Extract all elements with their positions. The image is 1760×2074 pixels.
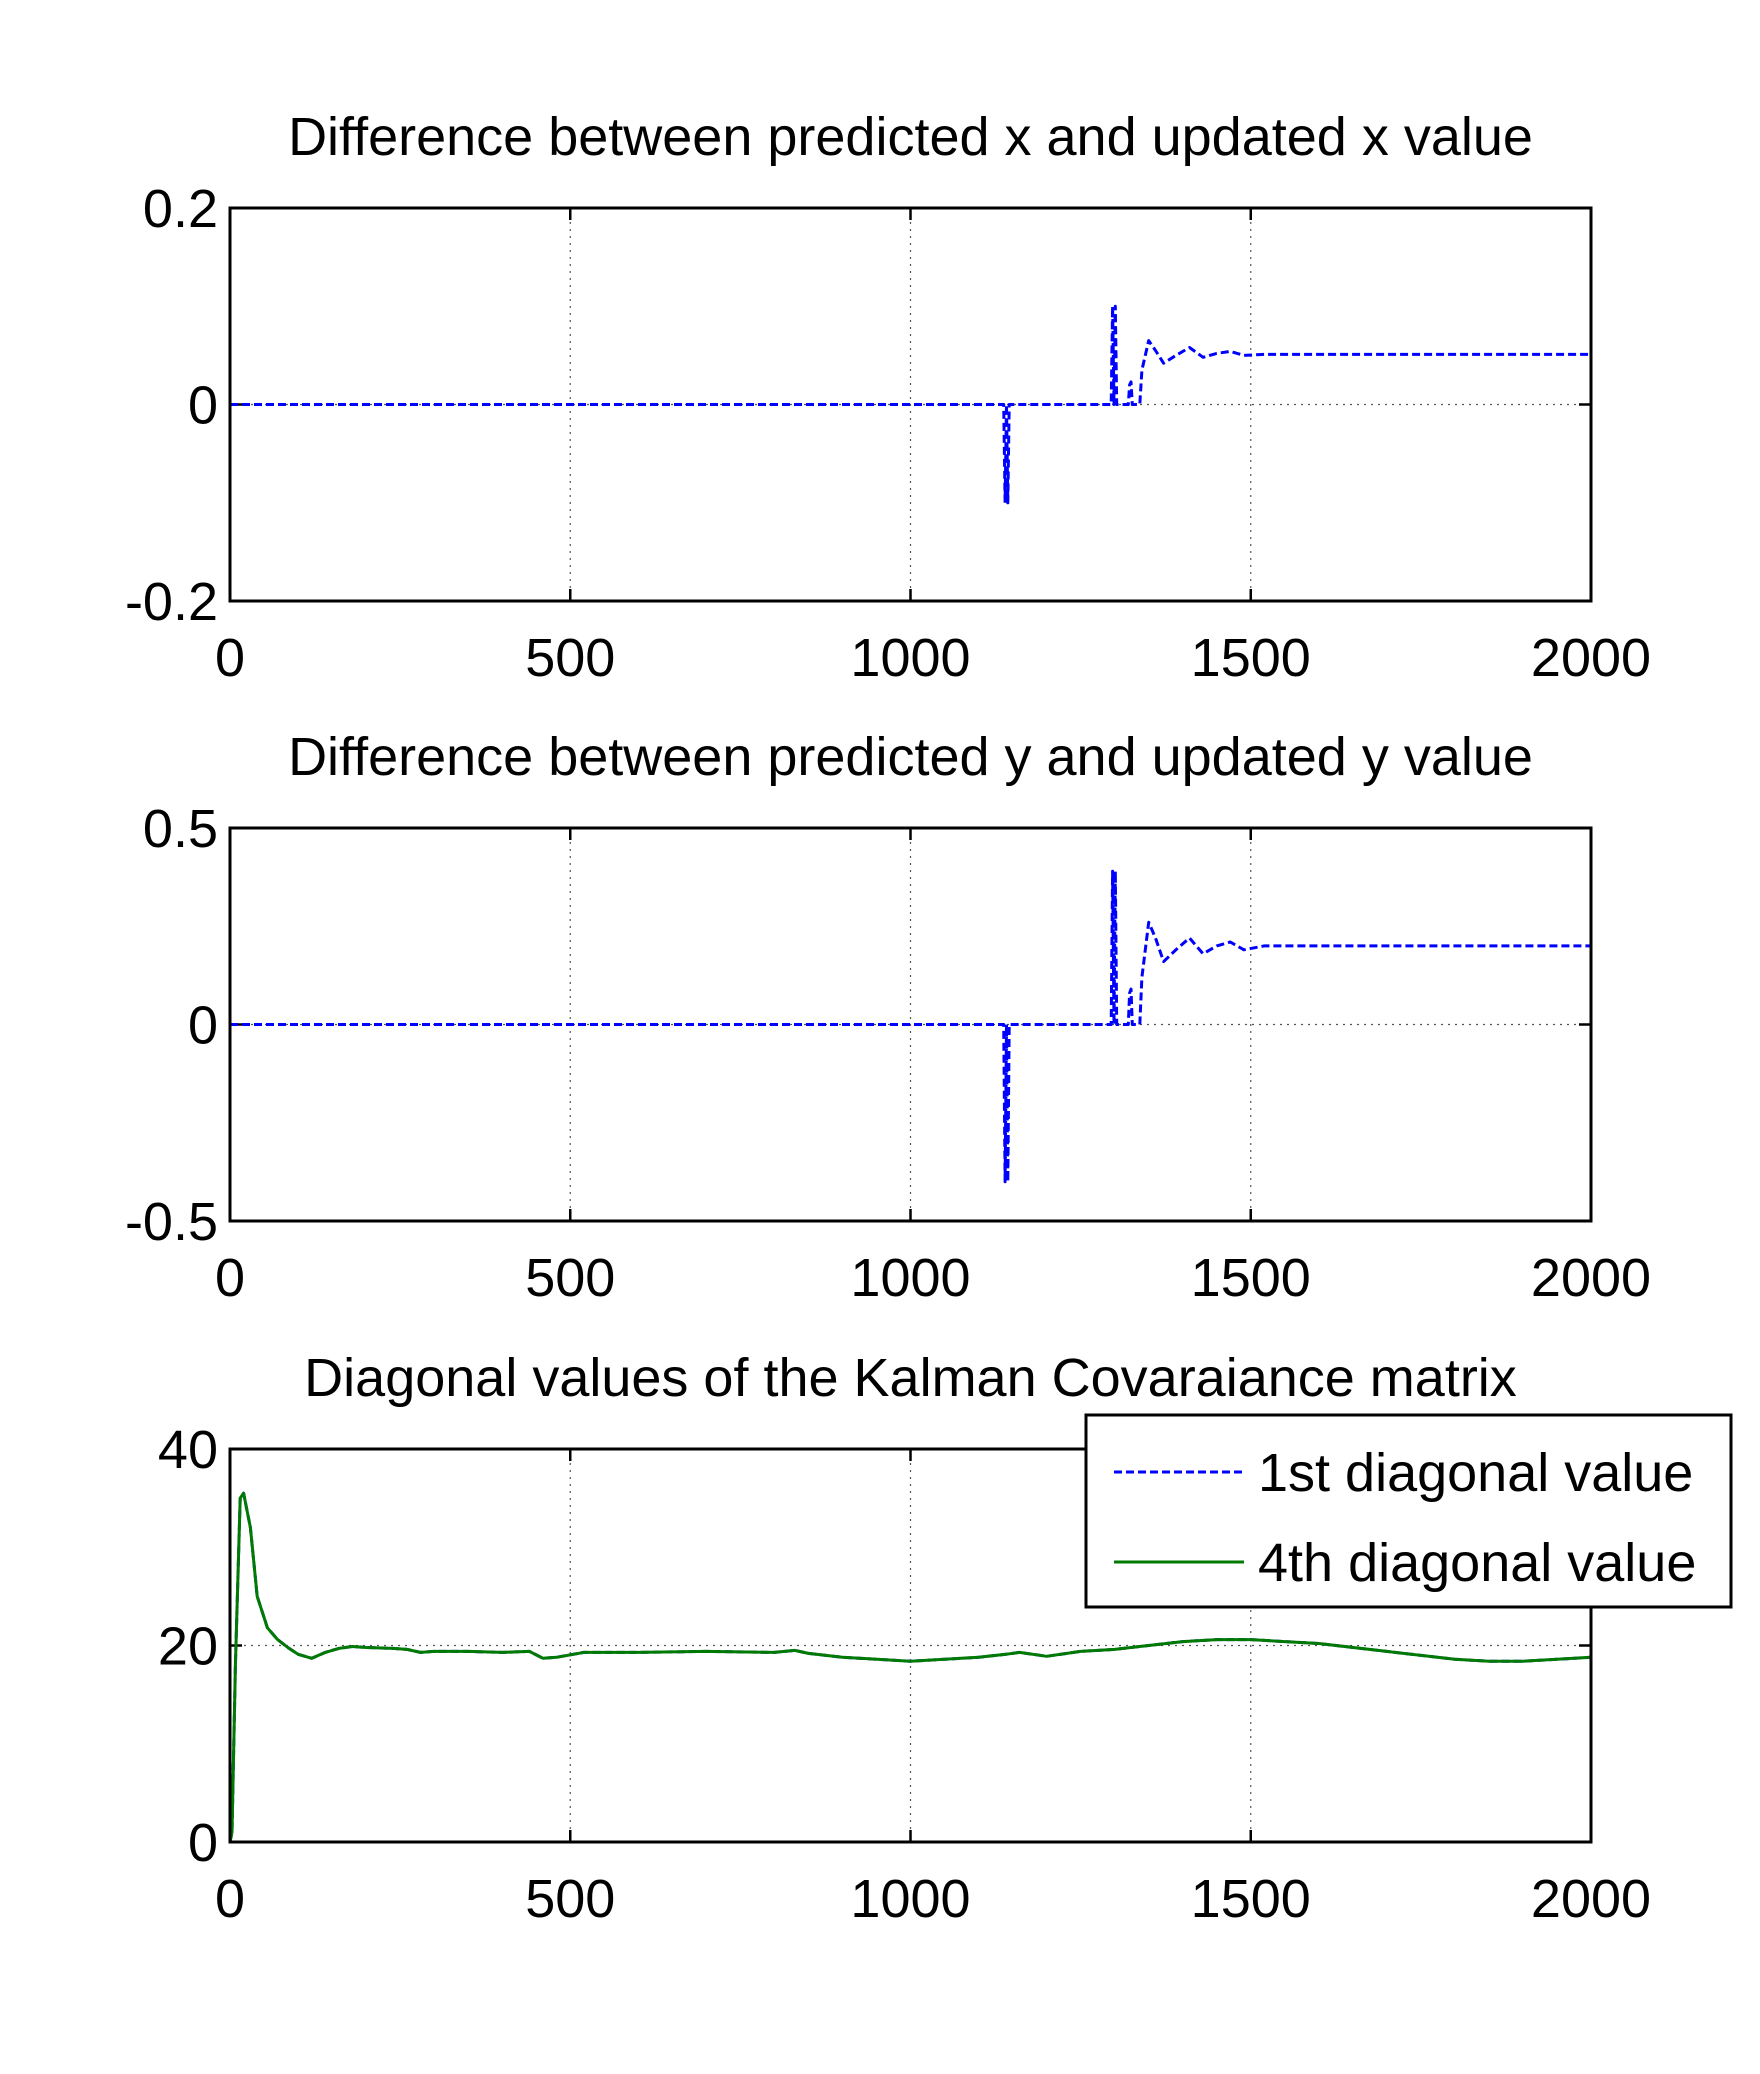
y-tick-label: 0 <box>188 376 218 436</box>
x-tick-label: 500 <box>525 1869 615 1929</box>
chart-title: Difference between predicted y and updat… <box>288 727 1533 787</box>
x-tick-label: 1500 <box>1191 628 1311 688</box>
y-tick-label: -0.5 <box>125 1192 218 1252</box>
x-tick-label: 0 <box>215 1248 245 1308</box>
y-tick-label: 20 <box>158 1617 218 1677</box>
chart-panel-3: Diagonal values of the Kalman Covaraianc… <box>158 1348 1733 1929</box>
x-tick-label: 2000 <box>1531 1869 1651 1929</box>
y-tick-label: 0.5 <box>143 799 218 859</box>
y-tick-label: 0 <box>188 996 218 1056</box>
axes-frame <box>228 206 1593 603</box>
axes-frame <box>228 1447 1593 1844</box>
chart-panel-2: Difference between predicted y and updat… <box>125 727 1651 1308</box>
axes-frame <box>228 826 1593 1223</box>
series-line-1 <box>230 304 1591 505</box>
x-tick-label: 500 <box>525 1248 615 1308</box>
x-tick-label: 1500 <box>1191 1248 1311 1308</box>
y-tick-label: 40 <box>158 1420 218 1480</box>
x-tick-label: 500 <box>525 628 615 688</box>
x-tick-label: 2000 <box>1531 628 1651 688</box>
series-line-2 <box>228 1491 1592 1843</box>
x-tick-label: 1000 <box>850 1248 970 1308</box>
x-tick-label: 1000 <box>850 628 970 688</box>
y-tick-label: 0.2 <box>143 179 218 239</box>
x-tick-label: 1500 <box>1191 1869 1311 1929</box>
legend-label-2: 4th diagonal value <box>1258 1533 1696 1593</box>
x-tick-label: 2000 <box>1531 1248 1651 1308</box>
chart-title: Diagonal values of the Kalman Covaraianc… <box>304 1348 1517 1408</box>
x-tick-label: 0 <box>215 1869 245 1929</box>
y-tick-label: -0.2 <box>125 572 218 632</box>
legend-box <box>1084 1413 1733 1609</box>
x-tick-label: 1000 <box>850 1869 970 1929</box>
chart-title: Difference between predicted x and updat… <box>288 107 1533 167</box>
legend-label-1: 1st diagonal value <box>1258 1443 1693 1503</box>
y-tick-label: 0 <box>188 1813 218 1873</box>
legend: 1st diagonal value 4th diagonal value <box>1084 1413 1733 1609</box>
x-tick-label: 0 <box>215 628 245 688</box>
chart-panel-1: Difference between predicted x and updat… <box>125 107 1651 688</box>
